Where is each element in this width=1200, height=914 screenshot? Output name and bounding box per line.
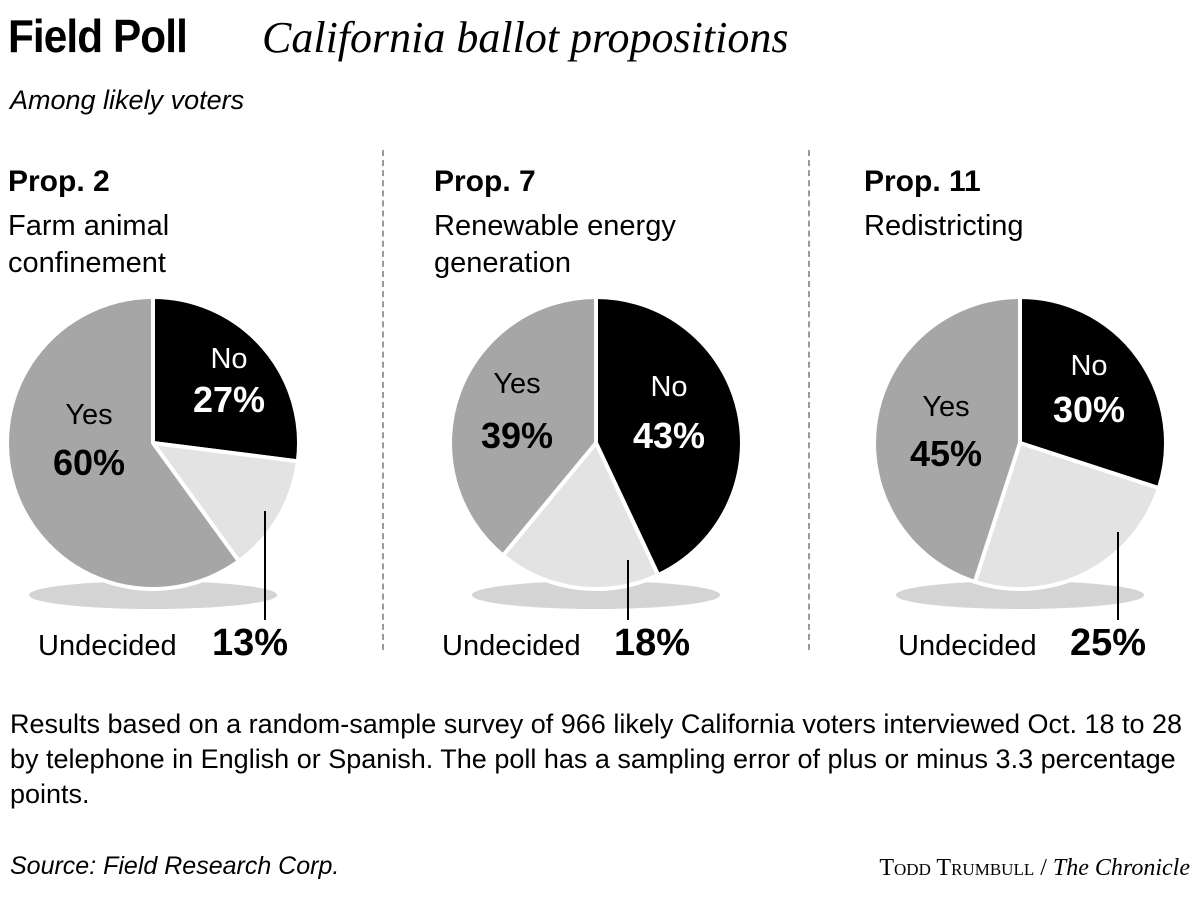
- slice-value-yes: 60%: [53, 442, 125, 483]
- pie-slice-yes: [448, 295, 598, 558]
- slice-label-no: No: [1070, 350, 1107, 382]
- slice-value-yes: 45%: [910, 433, 982, 474]
- prop-7-description-line-2: generation: [434, 247, 572, 279]
- chart-title: Field Poll: [8, 10, 188, 62]
- column-divider-2: [808, 150, 810, 650]
- prop-11-description: Redistricting: [864, 208, 1024, 245]
- slice-label-undecided: Undecided: [38, 630, 177, 662]
- prop-7-description-line-1: Renewable energy: [434, 210, 676, 242]
- pie-slice-no: [151, 295, 301, 464]
- chart-caption: Among likely voters: [10, 85, 245, 115]
- slice-label-yes: Yes: [493, 368, 540, 400]
- chart-subtitle-italic: California ballot propositions: [262, 13, 789, 62]
- pie-2: No 43% Yes 39% Undecided 18%: [442, 295, 744, 664]
- slice-label-undecided: Undecided: [442, 630, 581, 662]
- prop-2-description-line-2: confinement: [8, 247, 166, 279]
- slice-label-undecided: Undecided: [898, 630, 1037, 662]
- prop-2-description: Farm animal confinement: [8, 208, 169, 282]
- slice-value-no: 27%: [193, 379, 265, 420]
- slice-value-undecided: 18%: [614, 622, 690, 664]
- pie-slice-no: [1018, 295, 1168, 491]
- pie-slice-no: [594, 295, 744, 578]
- slice-value-no: 30%: [1053, 389, 1125, 430]
- slice-value-undecided: 25%: [1070, 622, 1146, 664]
- slice-label-no: No: [650, 371, 687, 403]
- pie-shadow: [471, 581, 721, 609]
- prop-7-description: Renewable energy generation: [434, 208, 676, 282]
- credit-publication: The Chronicle: [1052, 855, 1190, 881]
- source-note: Source: Field Research Corp.: [10, 852, 340, 880]
- pie-slice-yes: [5, 295, 241, 591]
- prop-2-description-line-1: Farm animal: [8, 210, 170, 242]
- pie-1: No 27% Yes 60% Undecided 13%: [5, 295, 301, 664]
- pie-3: No 30% Yes 45% Undecided 25%: [872, 295, 1168, 664]
- pie-slice-undecided: [972, 441, 1161, 591]
- prop-2-title: Prop. 2: [8, 165, 110, 198]
- prop-7-title: Prop. 7: [434, 165, 536, 198]
- slice-label-yes: Yes: [922, 391, 969, 423]
- prop-11-description-line-1: Redistricting: [864, 210, 1024, 242]
- prop-11-title: Prop. 11: [864, 165, 981, 198]
- credit-author: Todd Trumbull: [879, 855, 1035, 881]
- pie-shadow: [28, 581, 278, 609]
- methodology-note: Results based on a random-sample survey …: [10, 709, 1183, 809]
- slice-value-yes: 39%: [481, 415, 553, 456]
- pie-slice-undecided: [151, 441, 300, 564]
- slice-value-no: 43%: [633, 415, 705, 456]
- column-divider-1: [382, 150, 384, 650]
- slice-label-yes: Yes: [65, 399, 112, 431]
- credit-line: Todd Trumbull / The Chronicle: [879, 852, 1190, 884]
- slice-value-undecided: 13%: [212, 622, 288, 664]
- slice-label-no: No: [210, 343, 247, 375]
- pie-slice-yes: [872, 295, 1022, 584]
- credit-separator: /: [1034, 855, 1053, 881]
- pie-slice-undecided: [500, 441, 661, 591]
- pie-shadow: [895, 581, 1145, 609]
